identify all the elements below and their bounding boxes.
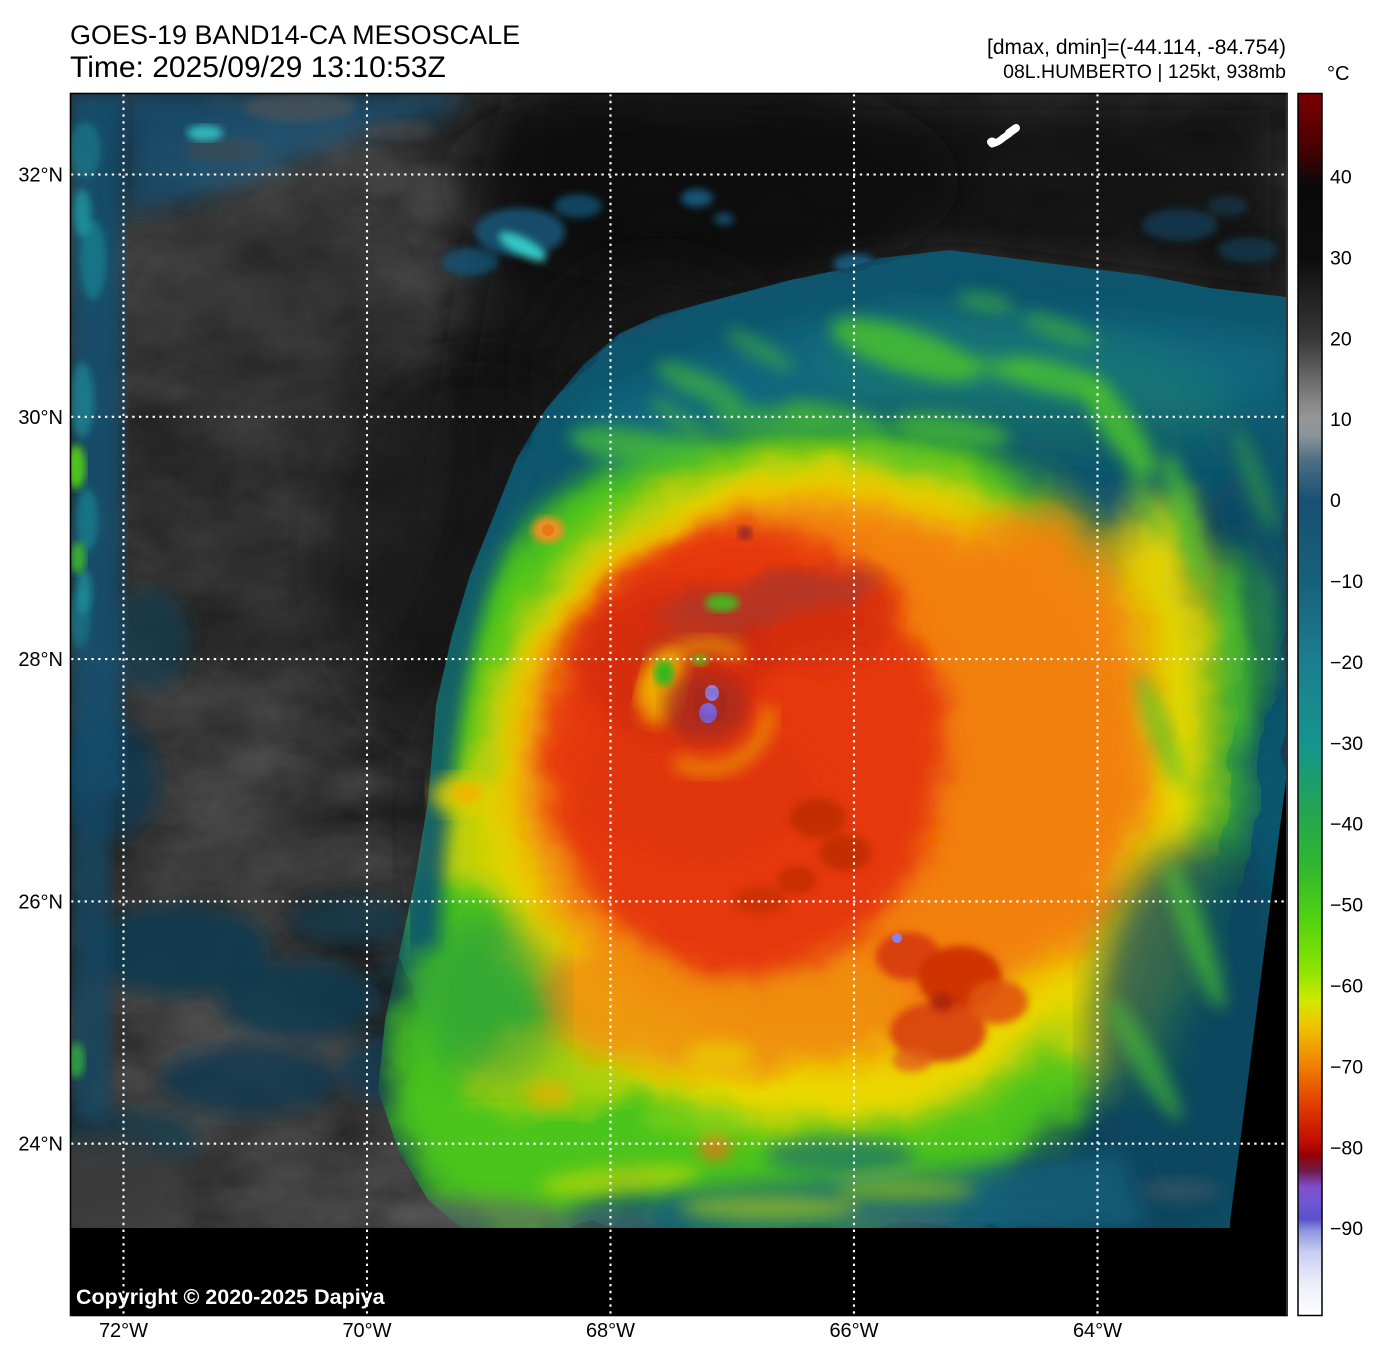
svg-text:−50: −50 bbox=[1330, 895, 1363, 917]
svg-text:−40: −40 bbox=[1330, 814, 1363, 836]
svg-text:26°N: 26°N bbox=[18, 891, 63, 913]
svg-text:−20: −20 bbox=[1330, 652, 1363, 674]
svg-text:0: 0 bbox=[1330, 490, 1341, 512]
svg-text:68°W: 68°W bbox=[586, 1320, 635, 1342]
svg-text:−30: −30 bbox=[1330, 733, 1363, 755]
svg-text:40: 40 bbox=[1330, 167, 1352, 189]
svg-text:30: 30 bbox=[1330, 247, 1352, 269]
svg-text:70°W: 70°W bbox=[342, 1320, 391, 1342]
svg-text:°C: °C bbox=[1327, 63, 1349, 85]
svg-text:72°W: 72°W bbox=[99, 1320, 148, 1342]
svg-text:28°N: 28°N bbox=[18, 649, 63, 671]
svg-text:−90: −90 bbox=[1330, 1218, 1363, 1240]
svg-text:−80: −80 bbox=[1330, 1137, 1363, 1159]
svg-text:66°W: 66°W bbox=[829, 1320, 878, 1342]
svg-text:30°N: 30°N bbox=[18, 407, 63, 429]
svg-text:[dmax, dmin]=(-44.114, -84.754: [dmax, dmin]=(-44.114, -84.754) bbox=[987, 36, 1286, 59]
svg-text:Copyright © 2020-2025 Dapiya: Copyright © 2020-2025 Dapiya bbox=[76, 1285, 386, 1309]
svg-text:32°N: 32°N bbox=[18, 165, 63, 187]
svg-text:GOES-19 BAND14-CA MESOSCALE: GOES-19 BAND14-CA MESOSCALE bbox=[70, 20, 520, 50]
svg-text:−70: −70 bbox=[1330, 1056, 1363, 1078]
svg-text:20: 20 bbox=[1330, 328, 1352, 350]
svg-text:08L.HUMBERTO | 125kt, 938mb: 08L.HUMBERTO | 125kt, 938mb bbox=[1003, 61, 1286, 83]
svg-text:64°W: 64°W bbox=[1073, 1320, 1122, 1342]
svg-text:10: 10 bbox=[1330, 409, 1352, 431]
svg-text:24°N: 24°N bbox=[18, 1134, 63, 1156]
svg-text:−60: −60 bbox=[1330, 976, 1363, 998]
svg-text:−10: −10 bbox=[1330, 571, 1363, 593]
svg-text:Time: 2025/09/29 13:10:53Z: Time: 2025/09/29 13:10:53Z bbox=[70, 51, 446, 84]
